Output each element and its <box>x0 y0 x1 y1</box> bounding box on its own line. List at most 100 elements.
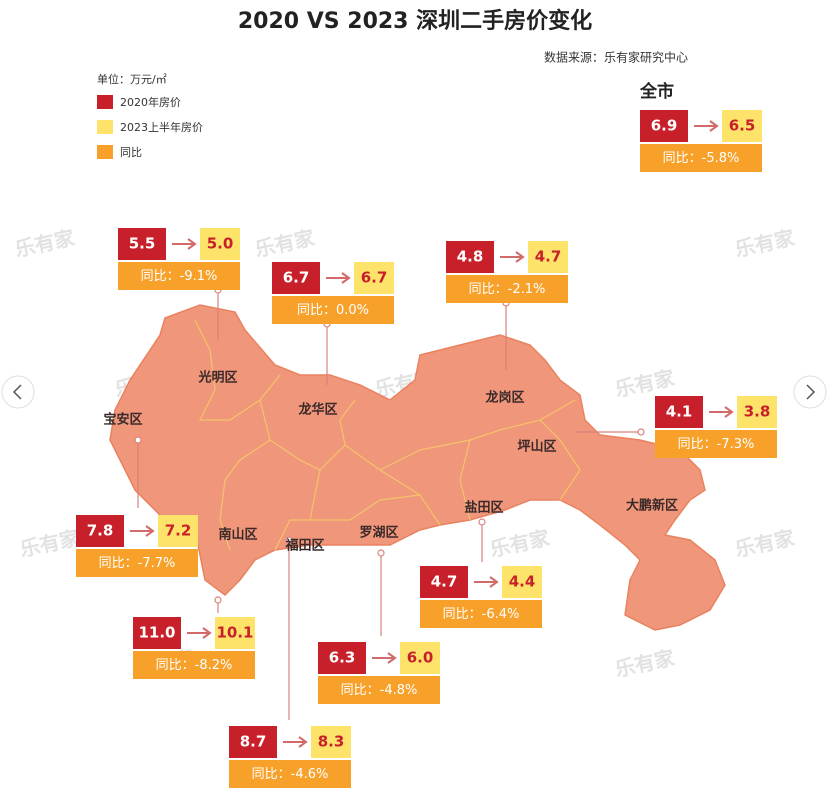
nav-next[interactable] <box>793 375 827 409</box>
price-2020: 6.3 <box>329 649 356 667</box>
district-borders <box>194 319 581 551</box>
yoy: 同比：-7.3% <box>678 437 755 452</box>
arrow-head <box>298 736 308 748</box>
price-2020: 4.8 <box>457 248 484 266</box>
price-2023-box <box>528 241 568 273</box>
yoy-box <box>229 760 351 788</box>
yoy-value: -8.2% <box>195 658 233 673</box>
yoy-box <box>420 600 542 628</box>
yoy-value: -5.8% <box>702 151 740 166</box>
price-2023: 4.7 <box>535 248 562 266</box>
price-2023-box <box>354 262 394 294</box>
yoy: 同比：-9.1% <box>141 269 218 284</box>
arrow-head <box>724 406 734 418</box>
district-label: 龙华区 <box>298 402 337 418</box>
yoy: 同比：-6.4% <box>443 607 520 622</box>
yoy: 同比：-7.7% <box>99 556 176 571</box>
yoy-prefix: 同比： <box>341 683 380 698</box>
price-2020-box <box>118 228 166 260</box>
district-label: 罗湖区 <box>359 526 398 541</box>
yoy-box <box>133 651 255 679</box>
yoy-box <box>655 430 777 458</box>
price-2023: 6.5 <box>729 117 756 135</box>
price-2023-box <box>737 396 777 428</box>
legend-label: 同比 <box>120 146 142 159</box>
district-label: 盐田区 <box>464 500 503 516</box>
legend-swatch <box>97 95 113 109</box>
arrow-head <box>515 251 525 263</box>
price-2020-box <box>272 262 320 294</box>
yoy-prefix: 同比： <box>99 556 138 571</box>
yoy-value: -4.8% <box>380 683 418 698</box>
price-2023-box <box>502 566 542 598</box>
price-2020-box <box>655 396 703 428</box>
arrow-head <box>187 238 197 250</box>
arrow-head <box>709 120 719 132</box>
legend-unit: 单位：万元/㎡ <box>97 72 167 86</box>
yoy-prefix: 同比： <box>156 658 195 673</box>
price-2020: 4.1 <box>666 403 693 421</box>
legend-label: 2023上半年房价 <box>120 120 203 134</box>
title: 2020 VS 2023 深圳二手房价变化 <box>238 8 592 34</box>
price-2020-box <box>76 515 124 547</box>
price-2020-box <box>229 726 277 758</box>
yoy-prefix: 同比： <box>252 767 291 782</box>
price-2020: 7.8 <box>87 522 114 540</box>
price-2020-box <box>640 110 688 142</box>
district-label: 南山区 <box>218 527 257 543</box>
yoy-prefix: 同比： <box>443 607 482 622</box>
city-name: 全市 <box>639 81 674 102</box>
price-2023-box <box>400 642 440 674</box>
yoy-prefix: 同比： <box>678 437 717 452</box>
legend-swatch <box>97 120 113 134</box>
price-2020-box <box>318 642 366 674</box>
nav-prev[interactable] <box>1 375 35 409</box>
yoy: 同比：-2.1% <box>469 282 546 297</box>
yoy-value: -6.4% <box>482 607 520 622</box>
yoy-prefix: 同比： <box>297 303 336 318</box>
shenzhen-map <box>109 304 726 631</box>
district-label: 宝安区 <box>103 412 142 428</box>
price-2020: 11.0 <box>138 624 175 642</box>
district-label: 光明区 <box>197 370 237 386</box>
district-label: 福田区 <box>284 538 324 554</box>
price-2023: 7.2 <box>165 522 192 540</box>
arrow-head <box>202 627 212 639</box>
yoy-prefix: 同比： <box>469 282 508 297</box>
pin <box>214 596 222 604</box>
price-2020: 8.7 <box>240 733 267 751</box>
price-2020-box <box>133 617 181 649</box>
price-2023: 10.1 <box>216 624 253 642</box>
yoy-box <box>118 262 240 290</box>
district-label: 大鹏新区 <box>626 498 678 514</box>
price-2020-box <box>446 241 494 273</box>
pin <box>377 549 385 557</box>
price-2023: 3.8 <box>744 403 771 421</box>
yoy-value: -4.6% <box>291 767 329 782</box>
yoy-box <box>640 144 762 172</box>
yoy-box <box>272 296 394 324</box>
yoy: 同比：-4.6% <box>252 767 329 782</box>
district-label: 坪山区 <box>517 439 556 455</box>
legend-swatch <box>97 145 113 159</box>
district-label: 龙岗区 <box>485 390 524 406</box>
arrow-head <box>145 525 155 537</box>
yoy: 同比：-8.2% <box>156 658 233 673</box>
price-2023: 8.3 <box>318 733 345 751</box>
yoy-value: -7.7% <box>138 556 176 571</box>
arrow-head <box>489 576 499 588</box>
price-2020: 6.9 <box>651 117 678 135</box>
yoy-value: -9.1% <box>180 269 218 284</box>
yoy-value: -7.3% <box>717 437 755 452</box>
yoy: 同比：-5.8% <box>663 151 740 166</box>
price-2020-box <box>420 566 468 598</box>
pin <box>134 436 142 444</box>
yoy: 同比：0.0% <box>297 303 369 318</box>
arrow-head <box>387 652 397 664</box>
price-2023-box <box>215 617 255 649</box>
yoy-box <box>76 549 198 577</box>
price-2023-box <box>158 515 198 547</box>
price-2023-box <box>200 228 240 260</box>
source: 数据来源：乐有家研究中心 <box>544 50 688 65</box>
